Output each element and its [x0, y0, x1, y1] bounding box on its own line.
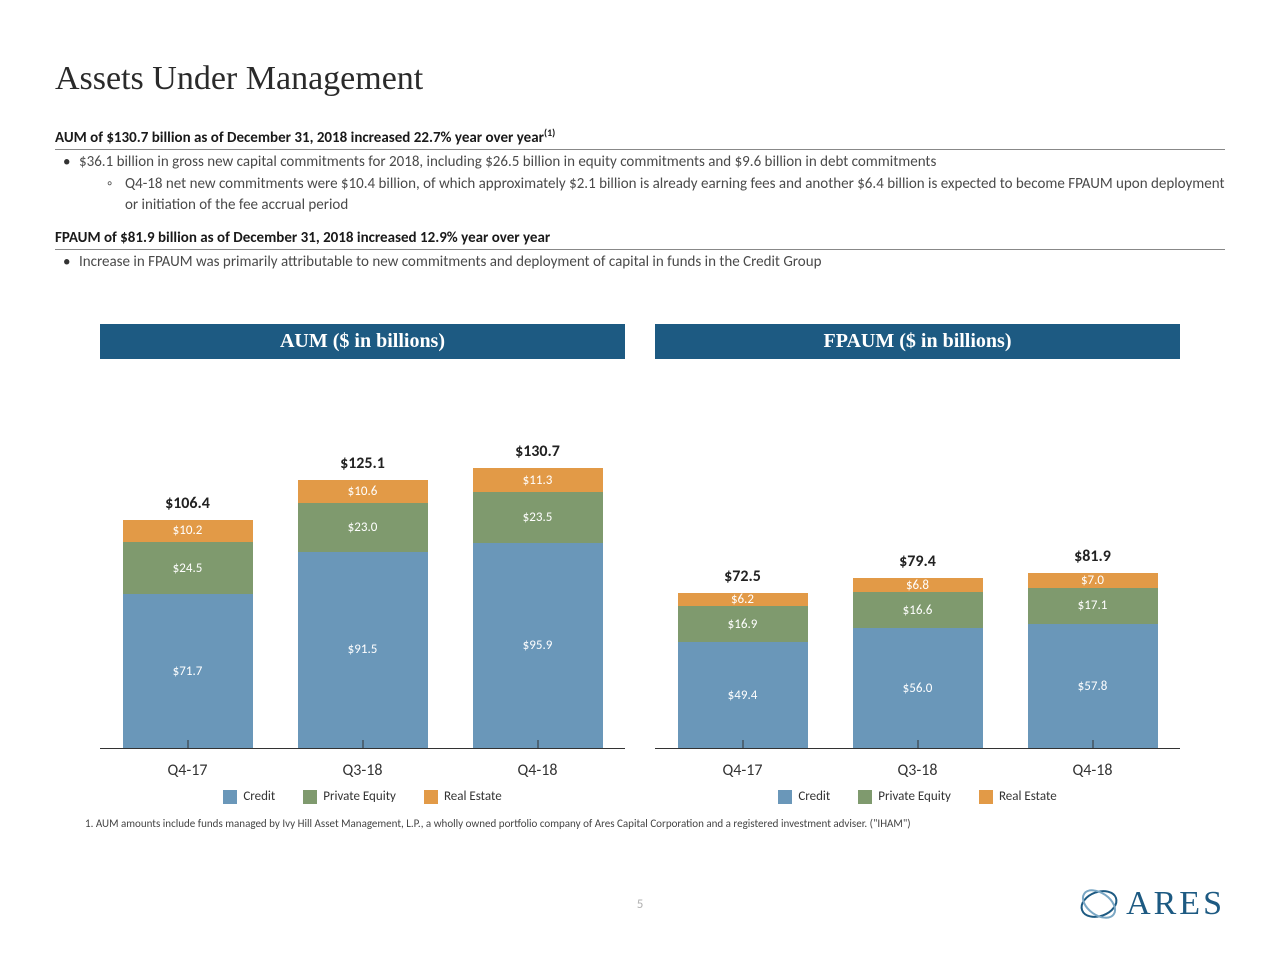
section1-heading-text: AUM of $130.7 billion as of December 31,…: [55, 129, 544, 147]
fpaum-chart-area: $72.5$6.2$16.9$49.4$79.4$6.8$16.6$56.0$8…: [655, 429, 1180, 749]
bar-segment-real_estate: $10.6: [298, 480, 428, 503]
x-tick: Q3-18: [853, 749, 983, 780]
page-title: Assets Under Management: [55, 60, 1225, 98]
swatch-pe: [858, 790, 872, 804]
bar-total-label: $106.4: [123, 494, 253, 513]
legend-re-label: Real Estate: [444, 789, 502, 804]
x-tick: Q4-18: [473, 749, 603, 780]
legend-pe: Private Equity: [858, 789, 951, 804]
fpaum-chart-title: FPAUM ($ in billions): [655, 324, 1180, 359]
bar-segment-private_equity: $23.5: [473, 492, 603, 542]
swatch-re: [979, 790, 993, 804]
bar-segment-real_estate: $6.2: [678, 593, 808, 606]
bar-total-label: $72.5: [678, 567, 808, 586]
legend-credit-label: Credit: [243, 789, 275, 804]
bar-segment-private_equity: $16.9: [678, 606, 808, 642]
bar-segment-real_estate: $10.2: [123, 520, 253, 542]
section2-bullet1: Increase in FPAUM was primarily attribut…: [63, 252, 1225, 272]
x-tick: Q4-17: [678, 749, 808, 780]
charts-row: AUM ($ in billions) $106.4$10.2$24.5$71.…: [55, 324, 1225, 804]
swatch-re: [424, 790, 438, 804]
legend-credit: Credit: [778, 789, 830, 804]
section1-sub1: Q4-18 net new commitments were $10.4 bil…: [107, 174, 1225, 215]
legend-pe: Private Equity: [303, 789, 396, 804]
bar-segment-private_equity: $16.6: [853, 592, 983, 628]
bar-segment-credit: $91.5: [298, 552, 428, 748]
bar-segment-private_equity: $23.0: [298, 503, 428, 552]
section2-heading: FPAUM of $81.9 billion as of December 31…: [55, 229, 1225, 250]
bar-group: $125.1$10.6$23.0$91.5: [298, 480, 428, 748]
bar-total-label: $79.4: [853, 552, 983, 571]
bar-group: $81.9$7.0$17.1$57.8: [1028, 573, 1158, 748]
ares-logo: ARES: [1078, 883, 1225, 925]
ares-logo-text: ARES: [1126, 885, 1225, 923]
legend-credit: Credit: [223, 789, 275, 804]
ares-logo-icon: [1078, 883, 1120, 925]
fpaum-chart: FPAUM ($ in billions) $72.5$6.2$16.9$49.…: [655, 324, 1180, 804]
bar-segment-private_equity: $24.5: [123, 542, 253, 595]
footnote: 1. AUM amounts include funds managed by …: [85, 817, 911, 830]
legend-credit-label: Credit: [798, 789, 830, 804]
swatch-credit: [778, 790, 792, 804]
aum-chart: AUM ($ in billions) $106.4$10.2$24.5$71.…: [100, 324, 625, 804]
legend-re-label: Real Estate: [999, 789, 1057, 804]
legend-pe-label: Private Equity: [878, 789, 951, 804]
section1-bullet1-text: $36.1 billion in gross new capital commi…: [79, 153, 936, 171]
bar-segment-credit: $71.7: [123, 594, 253, 748]
bar-segment-credit: $49.4: [678, 642, 808, 748]
bar-total-label: $125.1: [298, 454, 428, 473]
bar-segment-credit: $57.8: [1028, 624, 1158, 748]
aum-chart-title: AUM ($ in billions): [100, 324, 625, 359]
bar-segment-real_estate: $6.8: [853, 578, 983, 593]
x-tick: Q4-18: [1028, 749, 1158, 780]
bar-group: $79.4$6.8$16.6$56.0: [853, 578, 983, 748]
aum-legend: Credit Private Equity Real Estate: [100, 789, 625, 804]
bar-group: $72.5$6.2$16.9$49.4: [678, 593, 808, 748]
bar-segment-private_equity: $17.1: [1028, 588, 1158, 625]
bar-total-label: $81.9: [1028, 547, 1158, 566]
aum-chart-area: $106.4$10.2$24.5$71.7$125.1$10.6$23.0$91…: [100, 429, 625, 749]
aum-tick-row: Q4-17 Q3-18 Q4-18: [100, 749, 625, 781]
section1-heading: AUM of $130.7 billion as of December 31,…: [55, 126, 1225, 150]
legend-re: Real Estate: [979, 789, 1057, 804]
swatch-credit: [223, 790, 237, 804]
bar-total-label: $130.7: [473, 442, 603, 461]
x-tick: Q3-18: [298, 749, 428, 780]
legend-re: Real Estate: [424, 789, 502, 804]
swatch-pe: [303, 790, 317, 804]
fpaum-tick-row: Q4-17 Q3-18 Q4-18: [655, 749, 1180, 781]
bar-group: $130.7$11.3$23.5$95.9: [473, 468, 603, 748]
bar-segment-credit: $95.9: [473, 543, 603, 749]
bar-segment-real_estate: $11.3: [473, 468, 603, 492]
bar-group: $106.4$10.2$24.5$71.7: [123, 520, 253, 748]
x-tick: Q4-17: [123, 749, 253, 780]
legend-pe-label: Private Equity: [323, 789, 396, 804]
bar-segment-credit: $56.0: [853, 628, 983, 748]
fpaum-legend: Credit Private Equity Real Estate: [655, 789, 1180, 804]
bar-segment-real_estate: $7.0: [1028, 573, 1158, 588]
section1-bullet1: $36.1 billion in gross new capital commi…: [63, 152, 1225, 215]
section1-sup: (1): [544, 126, 555, 139]
page-number: 5: [637, 897, 644, 912]
